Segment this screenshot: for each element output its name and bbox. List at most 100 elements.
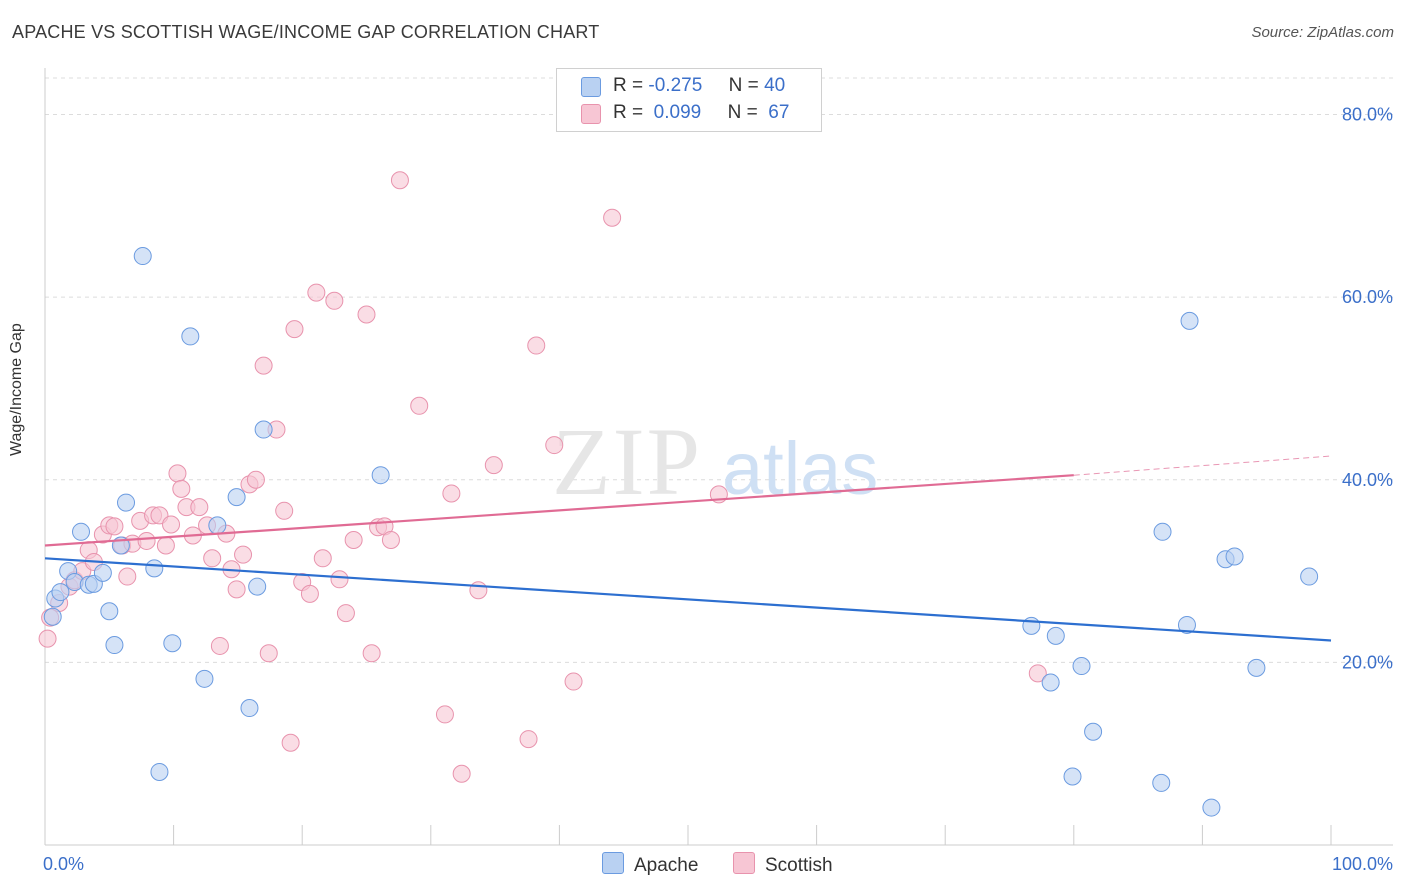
apache-point [240, 699, 259, 718]
apache-point [1202, 798, 1221, 817]
legend-r-value: -0.275 [648, 75, 703, 96]
apache-point [208, 516, 227, 535]
scottish-point [603, 208, 622, 227]
scottish-trend-line [44, 474, 1074, 547]
scottish-legend-label: Scottish [765, 855, 833, 876]
y-tick-label: 40.0% [1342, 470, 1393, 490]
scottish-point [105, 517, 124, 536]
watermark: ZIP atlas [552, 408, 878, 515]
scottish-point [545, 436, 564, 455]
legend-n-value: 40 [764, 75, 786, 96]
scottish-swatch [581, 104, 601, 124]
legend-n-value: 67 [768, 102, 790, 123]
legend-r-label: R = [613, 102, 644, 123]
scottish-point [203, 549, 222, 568]
apache-point [1046, 626, 1065, 645]
y-tick-label: 80.0% [1342, 105, 1393, 125]
scottish-point [527, 336, 546, 355]
scottish-point [307, 283, 326, 302]
watermark-zip: ZIP [552, 408, 702, 515]
scottish-point [469, 581, 488, 600]
scottish-point [137, 531, 156, 550]
trend-lines [44, 455, 1332, 642]
scottish-point [168, 464, 187, 483]
gridlines [45, 77, 1393, 663]
apache-swatch [581, 77, 601, 97]
scottish-point [254, 356, 273, 375]
scottish-point [336, 604, 355, 623]
scottish-point [300, 584, 319, 603]
scottish-point [519, 730, 538, 749]
scottish-point [227, 580, 246, 599]
scottish-point [357, 305, 376, 324]
scottish-point [275, 501, 294, 520]
apache-point [1153, 522, 1172, 541]
scottish-point [162, 515, 181, 534]
scottish-trend-extension [1073, 455, 1332, 476]
scottish-point [156, 536, 175, 555]
scottish-point [390, 171, 409, 190]
apache-point [1072, 657, 1091, 676]
apache-point [133, 247, 152, 266]
apache-point [51, 583, 70, 602]
scottish-point [234, 545, 253, 564]
apache-point [100, 602, 119, 621]
source-credit: Source: ZipAtlas.com [1251, 24, 1394, 41]
stats-legend: R = -0.275 N = 40 R = 0.099 N = 67 [556, 68, 822, 132]
legend-n-label: N = [727, 102, 758, 123]
apache-point [72, 522, 91, 541]
apache-legend-swatch [602, 852, 624, 874]
apache-point [371, 466, 390, 485]
apache-points [43, 247, 1319, 817]
apache-legend-label: Apache [634, 855, 699, 876]
axes [44, 68, 1393, 846]
apache-point [1225, 547, 1244, 566]
bottom-legend-apache[interactable]: Apache [602, 852, 698, 877]
x-tick-label: 0.0% [43, 854, 84, 874]
apache-point [43, 607, 62, 626]
scottish-points [38, 171, 1047, 783]
scottish-point [381, 531, 400, 550]
apache-point [195, 669, 214, 688]
apache-point [1152, 773, 1171, 792]
scottish-legend-swatch [733, 852, 755, 874]
apache-point [1084, 722, 1103, 741]
tick-labels: 20.0% 40.0% 60.0% 80.0% 0.0% 100.0% [43, 105, 1393, 874]
scottish-point [344, 531, 363, 550]
x-tick-label: 100.0% [1332, 854, 1393, 874]
apache-point [93, 563, 112, 582]
scottish-point [313, 549, 332, 568]
scottish-point [452, 764, 471, 783]
apache-point [1180, 311, 1199, 330]
apache-point [117, 493, 136, 512]
apache-point [254, 420, 273, 439]
scottish-point [442, 484, 461, 503]
apache-point [105, 636, 124, 655]
legend-n-label: N = [728, 75, 759, 96]
legend-r-value: 0.099 [653, 102, 702, 123]
apache-point [1063, 767, 1082, 786]
bottom-legend-scottish[interactable]: Scottish [733, 852, 833, 877]
scottish-point [118, 567, 137, 586]
legend-r-label: R = [613, 75, 644, 96]
chart-title: APACHE VS SCOTTISH WAGE/INCOME GAP CORRE… [12, 22, 600, 42]
apache-point [1041, 673, 1060, 692]
scottish-point [281, 733, 300, 752]
scottish-point [362, 644, 381, 663]
scottish-point [325, 291, 344, 310]
scottish-point [259, 644, 278, 663]
scottish-point [1028, 664, 1047, 683]
scottish-point [484, 456, 503, 475]
apache-point [227, 488, 246, 507]
y-tick-label: 20.0% [1342, 652, 1393, 672]
scottish-point [190, 498, 209, 517]
apache-point [163, 634, 182, 653]
scottish-point [564, 672, 583, 691]
apache-point [150, 762, 169, 781]
apache-point [1177, 615, 1196, 634]
scottish-point [410, 396, 429, 415]
apache-point [1247, 658, 1266, 677]
apache-point [1300, 567, 1319, 586]
apache-point [145, 559, 164, 578]
